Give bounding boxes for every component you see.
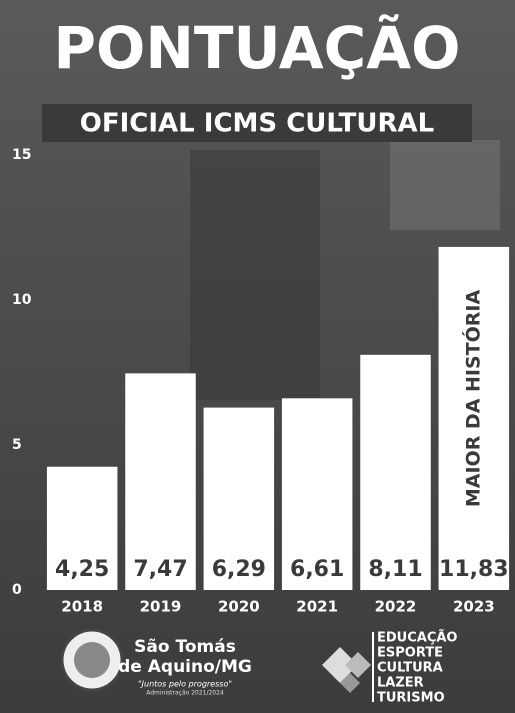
x-tick-label: 2021	[296, 598, 338, 616]
chart-subtitle: OFICIAL ICMS CULTURAL	[80, 109, 434, 139]
department: ESPORTE	[377, 646, 443, 661]
photo-shade	[390, 140, 500, 230]
bar	[125, 373, 196, 590]
department: CULTURA	[377, 661, 443, 676]
y-tick-label: 5	[12, 437, 22, 453]
subtitle-band	[42, 104, 472, 142]
city-name: de Aquino/MG	[118, 657, 252, 677]
bar	[46, 466, 118, 590]
y-tick-label: 0	[12, 582, 22, 598]
city-name: São Tomás	[134, 637, 236, 657]
city-emblem	[74, 642, 110, 678]
annotation: MAIOR DA HISTÓRIA	[460, 290, 484, 508]
footer: São Tomás de Aquino/MG "Juntos pelo prog…	[60, 628, 457, 706]
x-tick-label: 2020	[218, 598, 260, 616]
bar	[281, 398, 353, 590]
value-label: 6,29	[212, 557, 266, 582]
value-label: 4,25	[55, 557, 109, 582]
value-label: 11,83	[439, 557, 509, 582]
value-label: 6,61	[290, 557, 344, 582]
chart-title: PONTUAÇÃO	[54, 13, 461, 82]
administration: Administração 2021/2024	[146, 690, 224, 697]
value-label: 8,11	[368, 557, 422, 582]
x-tick-label: 2019	[140, 598, 182, 616]
bar	[438, 246, 510, 590]
y-tick-label: 10	[12, 292, 32, 308]
bar	[203, 407, 275, 590]
x-tick-label: 2023	[453, 598, 495, 616]
x-tick-label: 2022	[375, 598, 417, 616]
photo-shade	[190, 150, 320, 400]
x-tick-label: 2018	[61, 598, 103, 616]
department-logo	[322, 647, 371, 693]
department: TURISMO	[377, 691, 445, 706]
department: EDUCAÇÃO	[377, 630, 457, 646]
y-tick-label: 15	[12, 147, 31, 163]
bar	[360, 354, 431, 590]
department: LAZER	[377, 676, 424, 691]
value-label: 7,47	[133, 557, 187, 582]
slogan: "Juntos pelo progresso"	[138, 680, 232, 689]
